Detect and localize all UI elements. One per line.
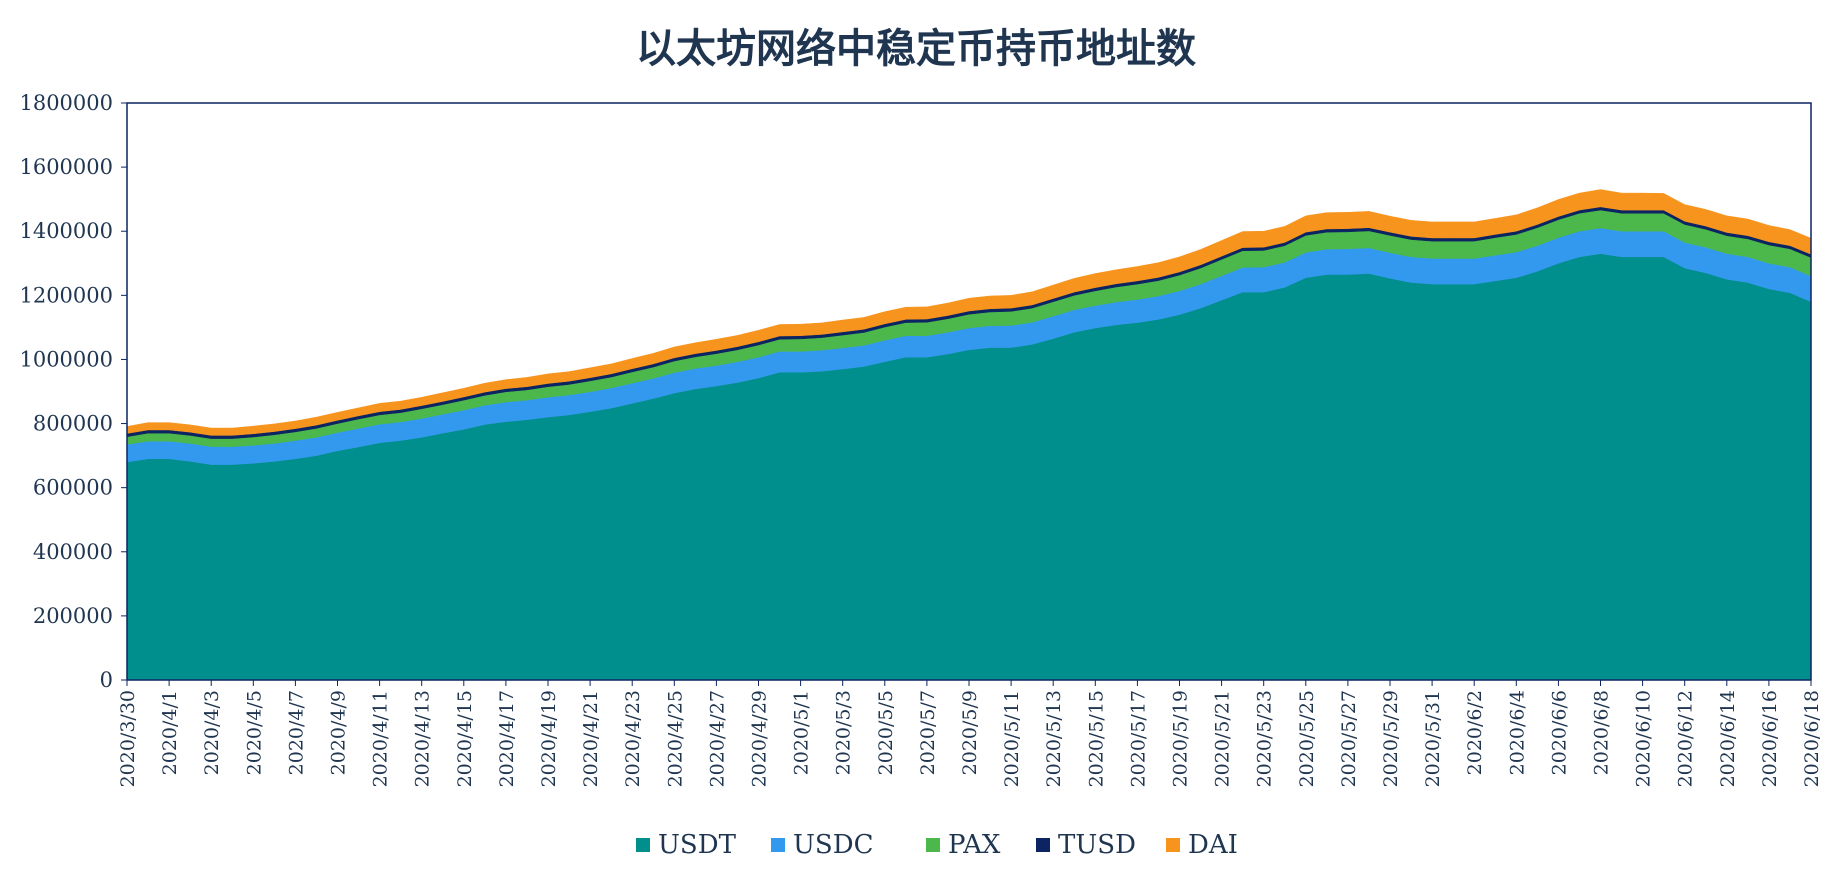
legend-swatch bbox=[926, 838, 940, 852]
x-tick-label: 2020/5/23 bbox=[1254, 690, 1276, 787]
legend-swatch bbox=[771, 838, 785, 852]
x-tick-label: 2020/4/11 bbox=[370, 690, 392, 787]
x-tick-label: 2020/5/29 bbox=[1380, 690, 1402, 787]
x-tick-label: 2020/4/27 bbox=[706, 690, 728, 787]
x-tick-label: 2020/6/16 bbox=[1759, 690, 1781, 787]
legend-swatch bbox=[1036, 838, 1050, 852]
x-tick-label: 2020/5/25 bbox=[1296, 690, 1318, 787]
y-tick-label: 1000000 bbox=[19, 347, 113, 371]
x-tick-label: 2020/6/18 bbox=[1801, 690, 1823, 787]
y-axis: 0 200000 400000 600000 800000 1000000 1200000 1… bbox=[19, 91, 127, 692]
legend: USDT USDC PAX TUSD DAI bbox=[636, 830, 1238, 860]
x-tick-label: 2020/5/17 bbox=[1127, 690, 1149, 787]
x-tick-label: 2020/4/13 bbox=[412, 690, 434, 787]
x-tick-label: 2020/3/30 bbox=[117, 690, 139, 787]
x-tick-label: 2020/6/10 bbox=[1633, 690, 1655, 787]
x-tick-label: 2020/5/7 bbox=[917, 690, 939, 775]
x-axis: 2020/3/30 2020/4/1 2020/4/3 2020/4/5 2020/4/… bbox=[117, 680, 1823, 787]
x-tick-label: 2020/4/21 bbox=[580, 690, 602, 787]
legend-swatch bbox=[636, 838, 650, 852]
x-tick-label: 2020/4/25 bbox=[664, 690, 686, 787]
x-tick-label: 2020/5/31 bbox=[1422, 690, 1444, 787]
legend-item-tusd: TUSD bbox=[1036, 830, 1136, 860]
legend-item-pax: PAX bbox=[926, 830, 1001, 860]
y-tick-label: 400000 bbox=[33, 540, 113, 564]
area-series-group bbox=[126, 189, 1812, 681]
legend-label: PAX bbox=[948, 830, 1001, 860]
y-tick-label: 600000 bbox=[33, 476, 113, 500]
x-tick-label: 2020/6/4 bbox=[1506, 690, 1528, 775]
x-tick-label: 2020/5/15 bbox=[1085, 690, 1107, 787]
x-tick-label: 2020/4/15 bbox=[454, 690, 476, 787]
x-tick-label: 2020/6/14 bbox=[1717, 690, 1739, 787]
x-tick-label: 2020/4/23 bbox=[622, 690, 644, 787]
x-tick-label: 2020/5/3 bbox=[833, 690, 855, 775]
legend-label: DAI bbox=[1188, 830, 1238, 860]
x-tick-label: 2020/5/5 bbox=[875, 690, 897, 775]
x-tick-label: 2020/4/5 bbox=[243, 690, 265, 775]
legend-item-dai: DAI bbox=[1166, 830, 1238, 860]
y-tick-label: 800000 bbox=[33, 412, 113, 436]
y-tick-label: 1800000 bbox=[19, 91, 113, 115]
x-tick-label: 2020/5/19 bbox=[1170, 690, 1192, 787]
x-tick-label: 2020/6/12 bbox=[1675, 690, 1697, 787]
x-tick-label: 2020/5/21 bbox=[1212, 690, 1234, 787]
y-tick-label: 200000 bbox=[33, 604, 113, 628]
x-tick-label: 2020/4/29 bbox=[749, 690, 771, 787]
x-tick-label: 2020/4/3 bbox=[201, 690, 223, 775]
legend-item-usdt: USDT bbox=[636, 830, 737, 860]
y-tick-label: 1200000 bbox=[19, 283, 113, 307]
x-tick-label: 2020/5/11 bbox=[1001, 690, 1023, 787]
x-tick-label: 2020/4/7 bbox=[285, 690, 307, 775]
legend-item-usdc: USDC bbox=[771, 830, 873, 860]
y-tick-label: 1600000 bbox=[19, 155, 113, 179]
x-tick-label: 2020/4/9 bbox=[328, 690, 350, 775]
y-tick-label: 1400000 bbox=[19, 219, 113, 243]
x-tick-label: 2020/5/27 bbox=[1338, 690, 1360, 787]
x-tick-label: 2020/6/6 bbox=[1548, 690, 1570, 775]
legend-label: USDT bbox=[658, 830, 737, 860]
x-tick-label: 2020/4/17 bbox=[496, 690, 518, 787]
x-tick-label: 2020/6/2 bbox=[1464, 690, 1486, 775]
chart-title: 以太坊网络中稳定币持币地址数 bbox=[636, 25, 1196, 72]
legend-swatch bbox=[1166, 838, 1180, 852]
x-tick-label: 2020/4/19 bbox=[538, 690, 560, 787]
x-tick-label: 2020/5/9 bbox=[959, 690, 981, 775]
y-tick-label: 0 bbox=[100, 668, 113, 692]
x-tick-label: 2020/5/1 bbox=[791, 690, 813, 775]
x-tick-label: 2020/4/1 bbox=[159, 690, 181, 775]
legend-label: USDC bbox=[793, 830, 873, 860]
x-tick-label: 2020/5/13 bbox=[1043, 690, 1065, 787]
x-tick-label: 2020/6/8 bbox=[1591, 690, 1613, 775]
legend-label: TUSD bbox=[1058, 830, 1136, 860]
